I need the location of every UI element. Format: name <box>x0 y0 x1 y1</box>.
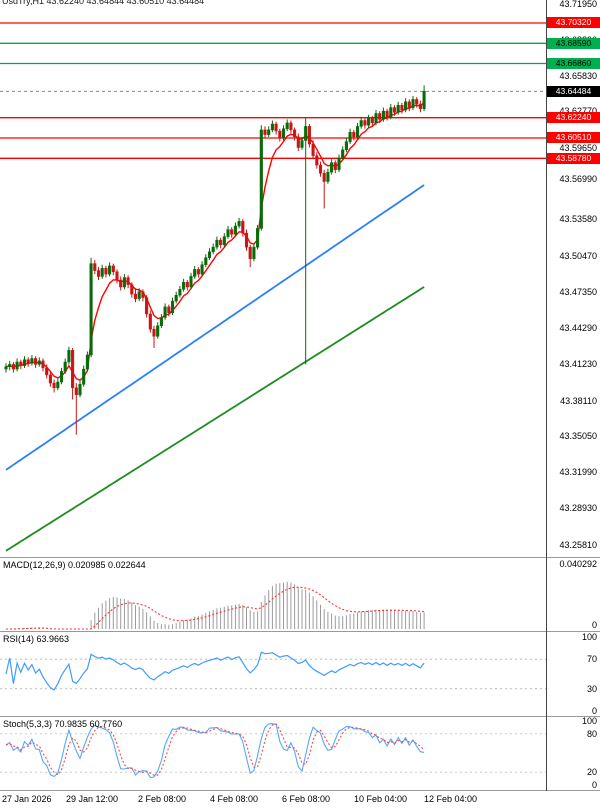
indicator-axis-label: 0 <box>591 620 597 630</box>
price-tick-label: 43.47350 <box>559 287 597 298</box>
indicator-axis-label: 20 <box>586 767 597 778</box>
price-badge: 43.62240 <box>547 112 600 124</box>
price-tick-label: 43.25810 <box>559 539 597 550</box>
indicator-axis-label: 100 <box>581 716 597 726</box>
price-tick-label: 43.65830 <box>559 70 597 81</box>
time-axis-label: 12 Feb 04:00 <box>424 794 478 804</box>
price-chart-panel[interactable]: UsdTry,H1 43.62240 43.64844 43.60510 43.… <box>0 0 546 557</box>
price-badge: 43.66860 <box>547 58 600 70</box>
macd-histogram <box>9 581 425 629</box>
time-axis-label: 10 Feb 04:00 <box>354 794 408 804</box>
price-tick-label: 43.38110 <box>560 395 597 406</box>
rsi-line <box>5 651 425 691</box>
price-badge: 43.64484 <box>547 85 600 97</box>
indicator-axis-label: 0.040292 <box>559 559 597 569</box>
macd-panel[interactable]: MACD(12,26,9) 0.020985 0.022644 <box>0 558 546 631</box>
stochastic-chart[interactable] <box>0 717 546 790</box>
candles-layer <box>4 85 426 435</box>
panel-separator <box>0 557 600 558</box>
price-axis[interactable]: 43.7195043.6889043.6583043.6277043.59650… <box>547 0 600 791</box>
time-axis-label: 6 Feb 08:00 <box>282 794 331 804</box>
price-tick-label: 43.44290 <box>559 323 597 334</box>
rsi-panel[interactable]: RSI(14) 63.9663 <box>0 632 546 716</box>
price-tick-label: 43.28930 <box>559 503 597 514</box>
stoch-label: Stoch(5,3,3) 70.9835 60.7760 <box>3 719 123 729</box>
macd-chart[interactable] <box>0 558 546 631</box>
price-badge: 43.58780 <box>547 152 600 164</box>
ma-fast-line <box>5 101 425 382</box>
stochastic-panel[interactable]: Stoch(5,3,3) 70.9835 60.7760 <box>0 717 546 790</box>
indicator-axis-label: 100 <box>581 632 597 642</box>
indicator-axis-label: 70 <box>586 654 597 665</box>
rsi-chart[interactable] <box>0 632 546 716</box>
candlestick-chart[interactable] <box>0 0 546 557</box>
time-axis-label: 29 Jan 12:00 <box>66 794 119 804</box>
price-tick-label: 43.35050 <box>559 431 597 442</box>
price-tick-label: 43.41230 <box>559 359 597 370</box>
macd-label: MACD(12,26,9) 0.020985 0.022644 <box>3 560 146 570</box>
time-axis-label: 4 Feb 08:00 <box>210 794 259 804</box>
stoch-k-line <box>5 723 425 779</box>
stoch-d-line <box>5 723 425 776</box>
price-tick-label: 43.62770 <box>559 106 597 116</box>
price-badge: 43.60510 <box>547 132 600 144</box>
indicator-axis-label: 0 <box>591 780 597 790</box>
price-tick-label: 43.59650 <box>559 143 597 154</box>
ma-slow-line <box>5 286 425 552</box>
chart-title-overlay: UsdTry,H1 43.62240 43.64844 43.60510 43.… <box>2 0 205 6</box>
panel-separator <box>0 790 600 791</box>
macd-signal-line <box>6 586 425 630</box>
time-axis-label: 2 Feb 08:00 <box>138 794 187 804</box>
rsi-label: RSI(14) 63.9663 <box>3 634 70 644</box>
price-tick-label: 43.50470 <box>559 250 597 261</box>
panel-separator <box>0 716 600 717</box>
price-tick-label: 43.56990 <box>559 174 597 185</box>
time-axis-label: 27 Jan 2026 <box>2 794 52 804</box>
time-axis[interactable]: 27 Jan 2026 29 Jan 12:00 2 Feb 08:00 4 Feb … <box>0 791 600 811</box>
price-badge: 43.68590 <box>547 37 600 49</box>
ma-mid-line <box>5 184 425 471</box>
price-tick-label: 43.71950 <box>559 0 597 9</box>
panel-separator <box>0 631 600 632</box>
price-tick-label: 43.53580 <box>559 214 597 225</box>
price-badge: 43.70320 <box>547 17 600 29</box>
price-axis-border <box>546 0 547 791</box>
indicator-axis-label: 80 <box>586 728 597 739</box>
price-tick-label: 43.31990 <box>559 467 597 478</box>
indicator-axis-label: 0 <box>591 706 597 716</box>
indicator-axis-label: 30 <box>586 683 597 694</box>
